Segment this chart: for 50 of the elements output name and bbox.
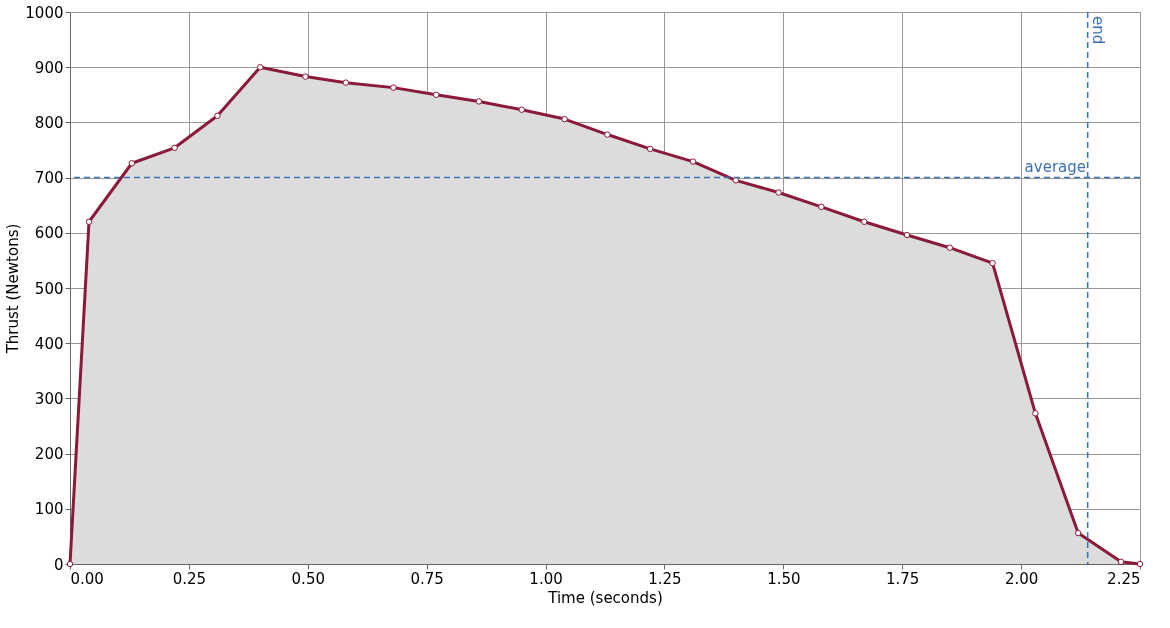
point xyxy=(1032,410,1039,417)
point xyxy=(214,112,221,120)
point xyxy=(604,131,611,138)
x-tick-label: 2.00 xyxy=(1004,569,1039,588)
x-tick-label: 1.25 xyxy=(648,569,682,588)
x-axis-title: Time (seconds) xyxy=(547,588,663,607)
point xyxy=(903,231,911,239)
point xyxy=(171,144,178,152)
y-tick-label: 100 xyxy=(34,500,64,519)
point xyxy=(818,203,825,211)
y-tick-label: 1000 xyxy=(25,3,64,22)
point xyxy=(518,106,526,113)
point xyxy=(85,218,93,225)
point xyxy=(302,73,309,80)
point xyxy=(342,79,350,86)
ref-line-label: average xyxy=(1024,157,1086,176)
point xyxy=(989,259,996,267)
point xyxy=(128,160,136,167)
point xyxy=(390,84,397,91)
x-tick-label: 0.25 xyxy=(172,569,207,588)
point xyxy=(775,189,782,196)
y-tick-label: 800 xyxy=(34,113,64,132)
y-axis-title: Thrust (Newtons) xyxy=(4,223,23,355)
point xyxy=(432,91,440,99)
x-tick-label: 1.50 xyxy=(767,569,801,588)
y-tick-label: 900 xyxy=(34,58,64,77)
point xyxy=(646,145,654,153)
x-tick-label: 0.75 xyxy=(410,569,444,588)
point xyxy=(561,115,568,123)
point xyxy=(732,177,740,184)
y-tick-label: 400 xyxy=(34,334,64,353)
x-tick-label: 0.00 xyxy=(70,569,104,588)
point xyxy=(1074,529,1082,537)
x-tick-label: 2.25 xyxy=(1107,569,1141,588)
y-tick-label: 0 xyxy=(53,555,64,574)
point xyxy=(946,244,954,251)
y-tick-label: 500 xyxy=(34,279,64,298)
x-tick-label: 1.75 xyxy=(886,569,920,588)
y-tick-label: 300 xyxy=(34,389,64,408)
x-tick-label: 1.00 xyxy=(529,569,563,588)
point xyxy=(689,158,697,165)
point xyxy=(256,63,264,71)
ref-line-label: end xyxy=(1088,16,1107,45)
y-tick-label: 600 xyxy=(34,224,64,243)
y-tick-label: 200 xyxy=(34,445,64,464)
point xyxy=(475,98,483,105)
point xyxy=(860,218,868,225)
y-tick-label: 700 xyxy=(34,169,64,188)
x-tick-label: 0.50 xyxy=(291,569,325,588)
point xyxy=(1117,558,1125,566)
